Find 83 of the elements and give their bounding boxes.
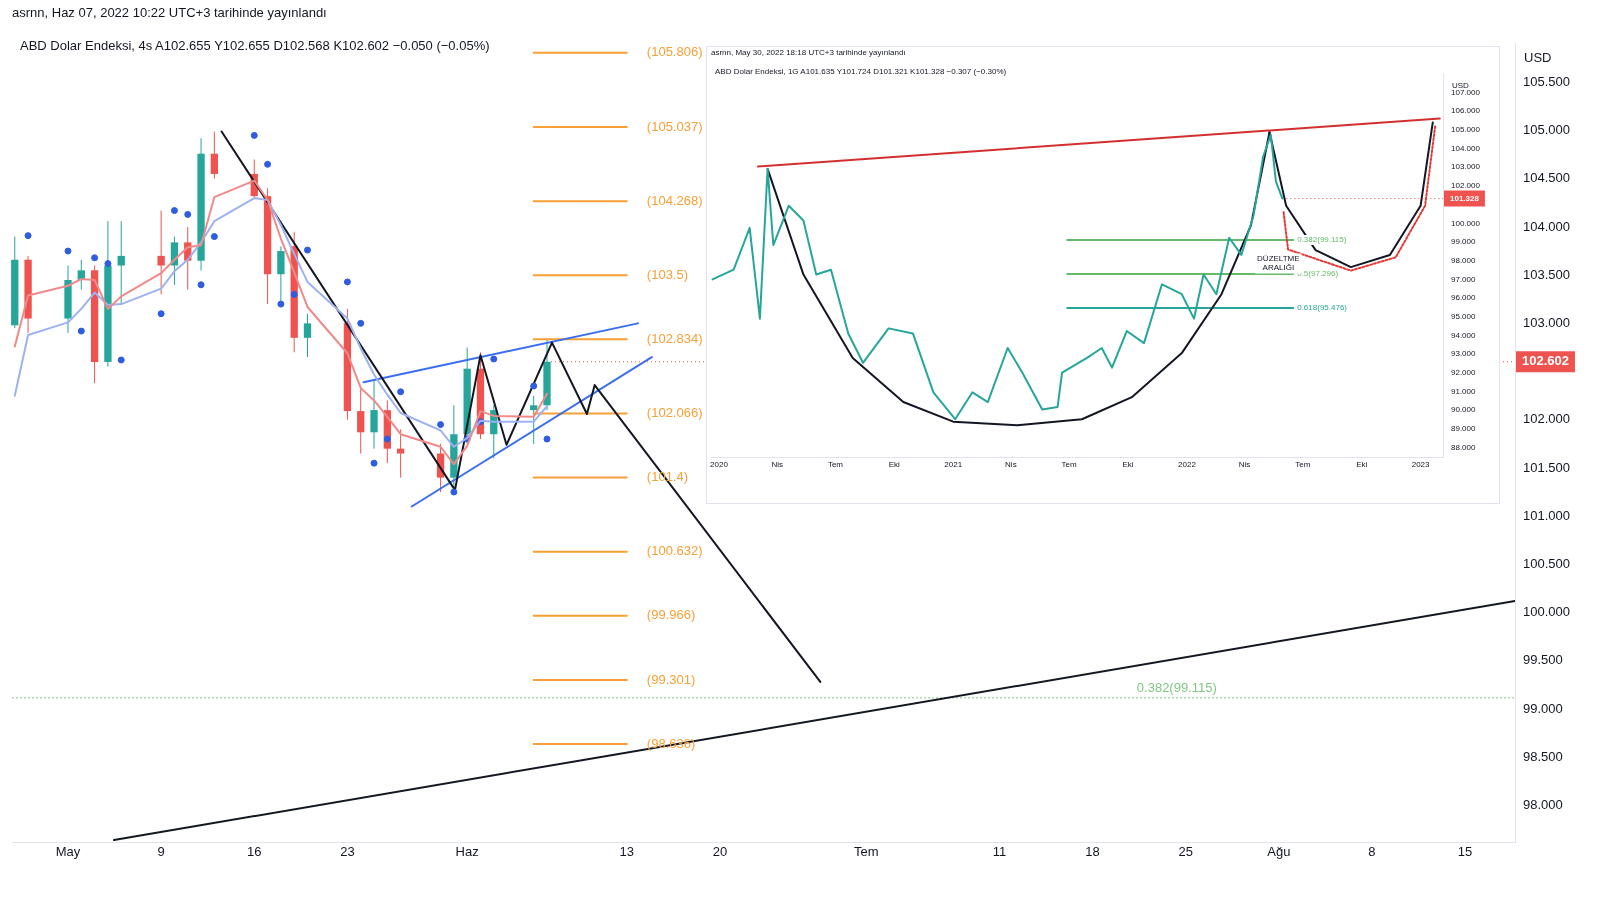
x-tick-label: Eki bbox=[1356, 460, 1368, 469]
y-tick-label: 100.000 bbox=[1451, 218, 1481, 228]
y-tick-label: 105.000 bbox=[1523, 122, 1570, 138]
y-tick-label: 88.000 bbox=[1451, 442, 1477, 452]
x-tick-label: 15 bbox=[1457, 844, 1473, 860]
y-tick-label: 99.000 bbox=[1451, 237, 1477, 247]
y-axis-title: USD bbox=[1452, 81, 1470, 90]
chart-subtitle: ABD Dolar Endeksi, 4s A102.655 Y102.655 D102.568 K102.602 −0.050 (−0.05%) bbox=[20, 38, 490, 53]
y-tick-label: 98.000 bbox=[1523, 796, 1563, 812]
y-tick-label: 94.000 bbox=[1451, 330, 1477, 340]
x-tick-label: Haz bbox=[455, 844, 479, 860]
annotation: DÜZELTME ARALIĞI bbox=[1257, 254, 1300, 273]
y-tick-label: 98.500 bbox=[1523, 748, 1563, 764]
data-label: (102.066) bbox=[646, 404, 703, 420]
y-tick-label: 97.000 bbox=[1451, 274, 1477, 284]
chart-title: asrnn, May 30, 2022 18:18 UTC+3 tarihinde yayınlandı bbox=[711, 48, 906, 57]
y-tick-label: 91.000 bbox=[1451, 386, 1477, 396]
x-tick-label: 18 bbox=[1085, 844, 1100, 860]
y-tick-label: 103.000 bbox=[1523, 314, 1570, 330]
data-label: 0.5(97.296) bbox=[1297, 269, 1339, 279]
data-label: 0.618(95.476) bbox=[1297, 303, 1348, 313]
x-tick-label: 8 bbox=[1368, 844, 1376, 860]
y-tick-label: 99.500 bbox=[1523, 652, 1563, 668]
data-label: (104.268) bbox=[646, 192, 703, 208]
x-tick-label: 2022 bbox=[1178, 460, 1197, 469]
x-tick-label: 20 bbox=[712, 844, 728, 860]
x-tick-label: Tem bbox=[854, 844, 879, 860]
x-tick-label: 2023 bbox=[1411, 460, 1431, 469]
y-tick-label: 105.000 bbox=[1451, 125, 1481, 135]
y-tick-label: 103.500 bbox=[1523, 266, 1570, 282]
y-tick-label: 92.000 bbox=[1451, 368, 1477, 378]
y-tick-label: 96.000 bbox=[1451, 293, 1477, 303]
x-tick-label: Ağu bbox=[1267, 844, 1291, 860]
y-tick-label: 102.000 bbox=[1523, 411, 1570, 427]
data-label: (102.834) bbox=[646, 330, 703, 346]
data-label: (105.806) bbox=[646, 44, 703, 60]
data-label: (99.966) bbox=[646, 607, 696, 623]
y-tick-label: 89.000 bbox=[1451, 424, 1477, 434]
x-tick-label: 25 bbox=[1178, 844, 1193, 860]
y-tick-label: 98.000 bbox=[1451, 255, 1477, 265]
y-tick-label: 105.500 bbox=[1523, 73, 1570, 89]
annotation: 101.328 bbox=[1450, 193, 1480, 203]
x-tick-label: Nis bbox=[1005, 460, 1017, 469]
x-tick-label: Eki bbox=[888, 460, 901, 469]
data-label: 0.382(99.115) bbox=[1297, 235, 1347, 245]
chart-title: asrnn, Haz 07, 2022 10:22 UTC+3 tarihinde yayınlandı bbox=[12, 5, 327, 20]
x-tick-label: 13 bbox=[619, 844, 635, 860]
chart-subtitle: ABD Dolar Endeksi, 1G A101.635 Y101.724 D101.321 K101.328 −0.307 (−0.30%) bbox=[715, 67, 1007, 76]
x-tick-label: Nis bbox=[1238, 460, 1251, 469]
y-tick-label: 107.000 bbox=[1451, 87, 1481, 97]
y-tick-label: 90.000 bbox=[1451, 405, 1477, 415]
x-tick-label: 9 bbox=[157, 844, 165, 860]
x-tick-label: 2020 bbox=[710, 460, 729, 469]
x-tick-label: May bbox=[55, 844, 81, 860]
y-tick-label: 103.000 bbox=[1451, 162, 1481, 172]
data-label: (105.037) bbox=[646, 118, 703, 134]
y-tick-label: 101.500 bbox=[1523, 459, 1570, 475]
x-tick-label: 11 bbox=[992, 844, 1007, 860]
y-tick-label: 95.000 bbox=[1451, 312, 1477, 322]
y-axis-title: USD bbox=[1524, 49, 1552, 65]
ref-line-label: 0.382(99.115) bbox=[1136, 679, 1217, 695]
y-tick-label: 104.500 bbox=[1523, 170, 1570, 186]
y-tick-label: 99.000 bbox=[1523, 700, 1563, 716]
data-label: (99.301) bbox=[646, 671, 696, 687]
x-tick-label: Tem bbox=[827, 460, 844, 469]
y-tick-label: 100.000 bbox=[1523, 604, 1570, 620]
x-tick-label: 16 bbox=[247, 844, 262, 860]
x-tick-label: 23 bbox=[340, 844, 355, 860]
x-tick-label: 2021 bbox=[944, 460, 963, 469]
x-tick-label: Eki bbox=[1122, 460, 1134, 469]
data-label: (103.5) bbox=[646, 266, 689, 282]
x-tick-label: Nis bbox=[771, 460, 783, 469]
y-tick-label: 93.000 bbox=[1451, 349, 1477, 359]
x-tick-label: Tem bbox=[1295, 460, 1311, 469]
y-tick-label: 104.000 bbox=[1523, 218, 1570, 234]
y-tick-label: 104.000 bbox=[1451, 143, 1481, 153]
annotation: 102.602 bbox=[1522, 353, 1569, 369]
data-label: (100.632) bbox=[646, 543, 703, 559]
x-tick-label: Tem bbox=[1061, 460, 1078, 469]
y-tick-label: 106.000 bbox=[1451, 106, 1481, 116]
y-tick-label: 100.500 bbox=[1523, 555, 1570, 571]
y-tick-label: 101.000 bbox=[1523, 507, 1570, 523]
y-tick-label: 102.000 bbox=[1451, 181, 1481, 191]
